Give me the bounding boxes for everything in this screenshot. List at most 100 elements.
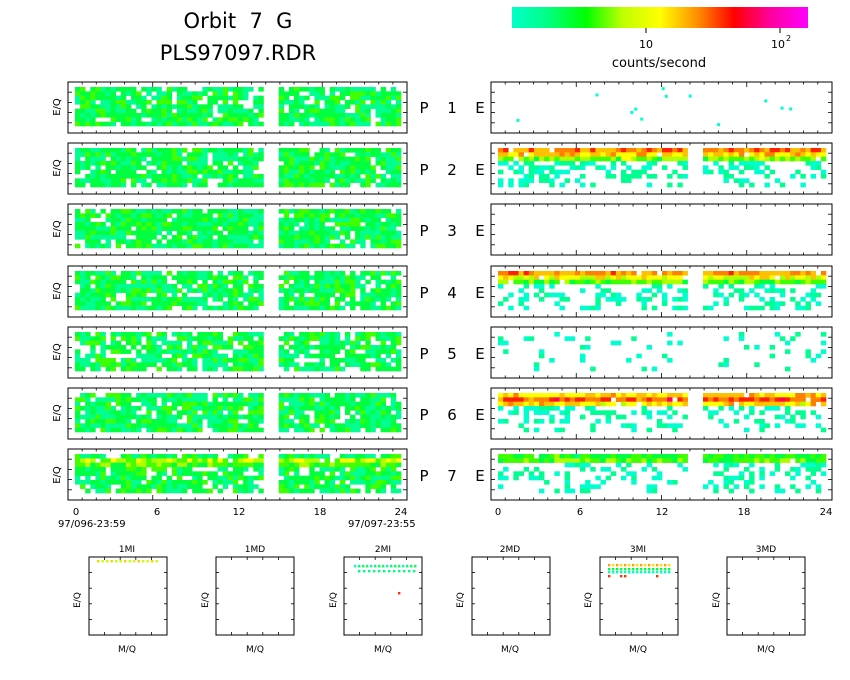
heat-cell: [85, 148, 91, 153]
heat-cell: [141, 458, 147, 463]
heat-cell: [238, 117, 244, 122]
heat-cell: [395, 156, 402, 162]
heat-cell: [125, 230, 132, 236]
heat-cell: [385, 178, 392, 183]
heat-cell: [166, 284, 173, 289]
heat-cell: [299, 284, 305, 289]
heat-cell: [212, 484, 218, 489]
heat-cell: [166, 410, 173, 415]
heat-cell: [125, 301, 132, 306]
heat-cell: [136, 213, 142, 218]
heat-cell: [334, 406, 341, 411]
heat-cell: [324, 226, 330, 231]
heat-cell: [380, 349, 387, 354]
heat-cell: [355, 358, 361, 363]
heat-cell: [227, 454, 234, 459]
heat-cell: [283, 471, 290, 476]
heat-cell: [283, 156, 290, 162]
heat-cell: [80, 292, 86, 298]
heat-cell: [774, 393, 781, 398]
heat-cell: [314, 484, 320, 489]
heat-cell: [390, 484, 397, 489]
heat-cell: [304, 235, 310, 240]
heat-cell: [125, 226, 132, 231]
heat-cell: [595, 279, 601, 285]
heat-cell: [181, 95, 188, 101]
heat-cell: [95, 475, 101, 481]
heat-cell: [141, 484, 147, 489]
heat-cell: [222, 345, 229, 350]
heat-cell: [319, 165, 325, 170]
heat-cell: [202, 488, 208, 494]
heat-cell: [227, 108, 234, 114]
heat-cell: [549, 358, 555, 363]
heat-cell: [146, 148, 152, 153]
heat-cell: [779, 301, 786, 306]
heat-cell: [146, 423, 152, 428]
heat-cell: [621, 414, 627, 420]
heat-cell: [299, 226, 305, 231]
heat-cell: [713, 279, 719, 285]
heat-cell: [166, 305, 173, 311]
heat-cell: [800, 279, 806, 285]
heat-cell: [288, 235, 295, 240]
heat-cell: [380, 95, 387, 101]
heat-cell: [136, 397, 142, 402]
heat-cell: [319, 156, 325, 162]
heat-cell: [125, 419, 132, 424]
heat-cell: [682, 271, 688, 276]
heat-cell: [166, 345, 173, 350]
heat-cell: [80, 397, 86, 402]
row-label-p: P: [419, 345, 428, 363]
heat-cell: [192, 275, 198, 280]
heat-cell: [120, 458, 127, 463]
heat-cell: [319, 471, 325, 476]
heat-cell: [85, 414, 91, 420]
heat-cell: [324, 462, 330, 468]
e-x-axis: 0 6 12 18 24: [495, 507, 833, 518]
heat-cell: [238, 301, 244, 306]
heat-cell: [590, 406, 596, 411]
heat-cell: [222, 305, 229, 311]
heat-cell: [574, 271, 581, 276]
heat-cell: [299, 454, 305, 459]
heat-cell: [105, 165, 111, 170]
heat-cell: [749, 161, 755, 166]
heat-cell: [75, 121, 81, 127]
heat-cell: [324, 148, 330, 153]
heat-cell: [375, 414, 381, 420]
heat-cell: [390, 423, 397, 428]
heat-cell: [309, 362, 315, 367]
heat-cell: [395, 401, 402, 407]
heat-cell: [258, 297, 264, 302]
heat-cell: [131, 297, 137, 302]
heat-cell: [136, 100, 142, 105]
e5-cells: [498, 332, 827, 372]
heat-cell: [171, 226, 178, 231]
heat-cell: [365, 366, 371, 372]
heat-cell: [146, 484, 152, 489]
heat-cell: [181, 213, 188, 218]
heat-cell: [217, 108, 224, 114]
heat-cell: [151, 148, 157, 153]
heat-cell: [733, 410, 740, 415]
heat-cell: [595, 297, 601, 302]
heat-cell: [161, 161, 167, 166]
heat-cell: [187, 332, 193, 337]
heat-cell: [334, 414, 341, 420]
heat-cell: [815, 284, 822, 289]
heat-cell: [85, 423, 91, 428]
heat-cell: [212, 222, 218, 227]
heat-cell: [192, 152, 198, 157]
heat-cell: [385, 462, 392, 468]
heat-cell: [749, 393, 755, 398]
heat-cell: [636, 279, 642, 285]
heat-cell: [785, 393, 791, 398]
heat-cell: [166, 178, 173, 183]
heat-cell: [238, 484, 244, 489]
heat-cell: [800, 148, 806, 153]
heat-cell: [309, 458, 315, 463]
heat-cell: [580, 161, 586, 166]
heat-cell: [390, 243, 397, 249]
heat-cell: [171, 243, 178, 249]
